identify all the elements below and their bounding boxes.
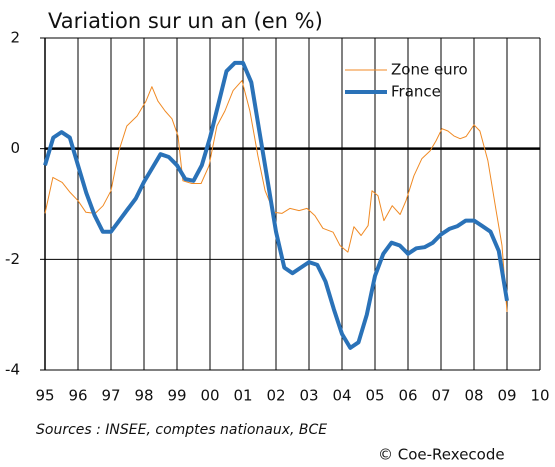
- line-series: [43, 60, 509, 350]
- x-tick-label: 01: [233, 387, 252, 405]
- x-tick-label: 04: [332, 387, 351, 405]
- line-series: [44, 80, 508, 312]
- x-tick-label: 08: [464, 387, 483, 405]
- x-tick-label: 98: [134, 387, 153, 405]
- x-tick-label: 05: [365, 387, 384, 405]
- x-tick-label: 09: [497, 387, 516, 405]
- credit: © Coe-Rexecode: [378, 446, 505, 464]
- y-tick-label: 0: [10, 139, 20, 157]
- x-tick-label: 07: [431, 387, 450, 405]
- chart-title: Variation sur un an (en %): [48, 9, 323, 33]
- y-tick-label: 2: [10, 29, 20, 47]
- x-tick-label: 10: [530, 387, 549, 405]
- x-tick-label: 95: [35, 387, 54, 405]
- x-tick-label: 96: [68, 387, 87, 405]
- x-tick-label: 97: [101, 387, 120, 405]
- x-tick-label: 02: [266, 387, 285, 405]
- legend-label: France: [391, 83, 441, 101]
- y-tick-label: -4: [5, 361, 20, 379]
- x-tick-label: 00: [200, 387, 219, 405]
- source-note: Sources : INSEE, comptes nationaux, BCE: [36, 422, 327, 438]
- legend-label: Zone euro: [391, 61, 468, 79]
- x-tick-label: 99: [167, 387, 186, 405]
- x-tick-label: 03: [299, 387, 318, 405]
- x-tick-label: 06: [398, 387, 417, 405]
- y-tick-label: -2: [5, 250, 20, 268]
